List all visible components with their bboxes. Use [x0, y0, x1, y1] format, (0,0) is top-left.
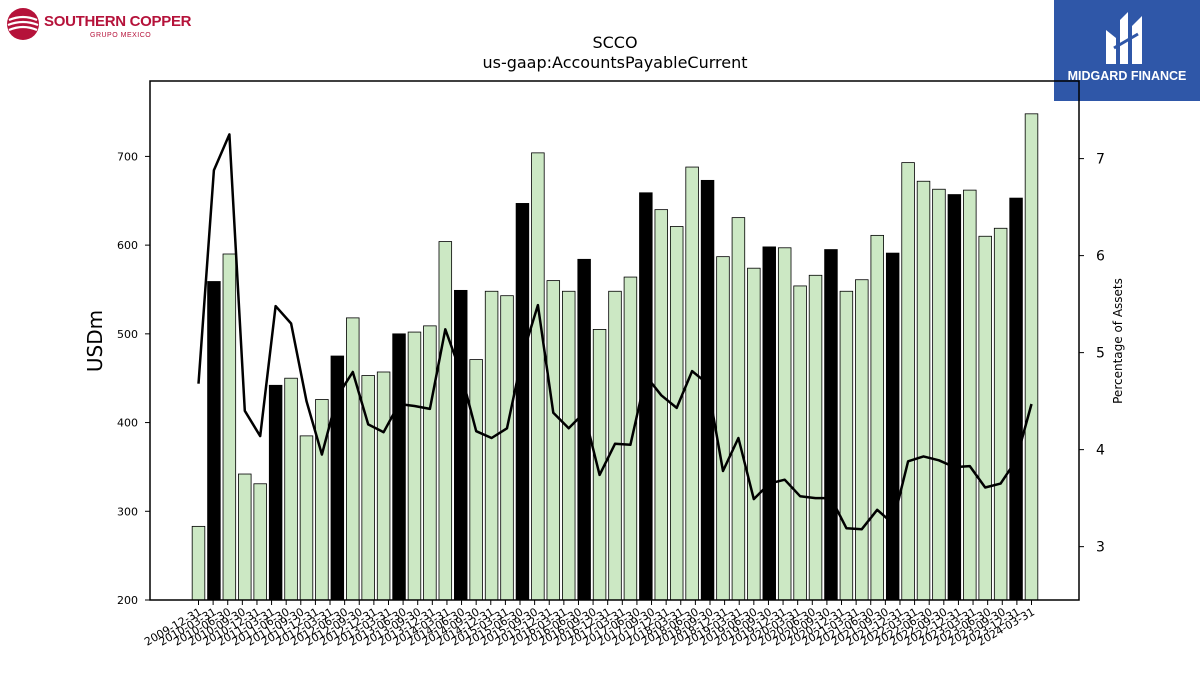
southern-copper-logo-name: SOUTHERN COPPER: [44, 13, 192, 30]
bar: [484, 290, 499, 601]
southern-copper-logo-icon: [7, 8, 39, 40]
bar: [963, 189, 977, 601]
y-tick-label: 400: [117, 417, 138, 430]
bar: [654, 209, 669, 601]
y-tick-label: 200: [117, 594, 138, 607]
bar: [1009, 197, 1023, 601]
bar: [207, 281, 221, 601]
bar: [315, 399, 329, 601]
y-axis-left: 200 300 400 500 600 700: [117, 150, 150, 607]
bar: [731, 217, 746, 601]
bar: [346, 317, 360, 601]
bar: [870, 234, 884, 601]
bar: [407, 331, 422, 601]
bar: [669, 226, 684, 601]
southern-copper-logo-subtitle: GRUPO MEXICO: [90, 32, 152, 39]
bar: [546, 280, 561, 601]
bar: [253, 483, 267, 601]
bar: [238, 473, 252, 601]
bar: [222, 253, 237, 601]
x-axis: 2009-12-312010-03-312010-06-302010-09-30…: [142, 600, 1037, 649]
bar: [531, 152, 545, 601]
y2-axis-label: Percentage of Assets: [1111, 278, 1125, 404]
bar: [747, 267, 761, 601]
y2-tick-label: 5: [1096, 346, 1105, 362]
percentage-line-series: [197, 133, 1033, 531]
bar: [623, 276, 638, 601]
midgard-finance-logo-icon: [1106, 12, 1142, 64]
plot-frame: [149, 80, 1080, 601]
bar: [855, 279, 869, 601]
y2-tick-label: 7: [1096, 152, 1105, 168]
bar: [392, 333, 406, 601]
bar: [268, 384, 283, 601]
bar: [330, 355, 345, 601]
bar: [777, 247, 792, 601]
bar: [376, 371, 391, 601]
bar: [824, 249, 838, 601]
bar: [500, 295, 514, 601]
bar: [839, 290, 854, 601]
bar: [191, 525, 206, 601]
bar: [916, 180, 931, 601]
bar: [885, 252, 900, 601]
bar: [947, 194, 962, 601]
y-tick-label: 300: [117, 505, 138, 518]
chart-title: SCCO: [592, 33, 637, 52]
y-tick-label: 600: [117, 239, 138, 252]
bar: [423, 325, 437, 601]
y-tick-label: 700: [117, 150, 138, 163]
y2-tick-label: 6: [1096, 249, 1105, 265]
percentage-line: [197, 133, 1033, 531]
y-tick-label: 500: [117, 328, 138, 341]
midgard-finance-logo: MIDGARD FINANCE: [1054, 0, 1200, 101]
bar: [438, 241, 453, 601]
bar: [762, 246, 776, 601]
bar: [932, 188, 946, 601]
bar: [716, 256, 730, 601]
bar: [515, 203, 530, 601]
bar: [299, 435, 314, 601]
bar: [793, 285, 807, 601]
bar: [469, 359, 483, 601]
bar-series: [191, 113, 1039, 601]
midgard-finance-logo-name: MIDGARD FINANCE: [1067, 69, 1187, 83]
bar: [978, 235, 992, 601]
y-axis-label: USDm: [83, 310, 107, 372]
bar: [561, 290, 576, 601]
bar: [1024, 113, 1039, 601]
bar: [284, 377, 298, 601]
bar: [454, 289, 468, 601]
y-axis-right: 3 4 5 6 7: [1079, 152, 1105, 556]
y2-tick-label: 3: [1096, 540, 1105, 556]
bar: [808, 274, 823, 601]
bar: [901, 162, 915, 601]
y2-tick-label: 4: [1096, 443, 1105, 459]
southern-copper-logo: SOUTHERN COPPER GRUPO MEXICO: [4, 4, 194, 44]
bar: [993, 227, 1008, 601]
chart-subtitle: us-gaap:AccountsPayableCurrent: [482, 53, 747, 72]
